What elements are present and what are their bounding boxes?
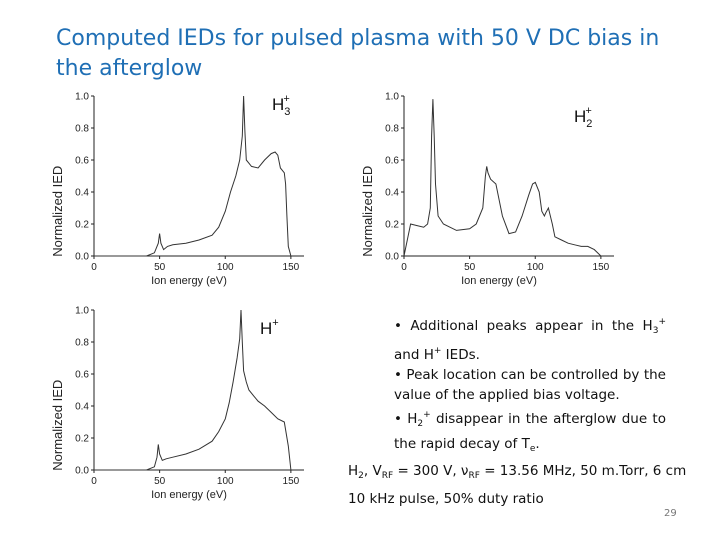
bullet-text-part: disappear in the afterglow due to the ra… [394, 411, 666, 452]
conditions-part: , V [363, 463, 382, 479]
y-axis-label: Normalized IED [50, 380, 65, 471]
bullet-item: • Additional peaks appear in the H3+ and… [394, 312, 666, 365]
y-tick-label: 0.4 [75, 402, 89, 413]
species-sup: + [283, 93, 289, 105]
slide-title: Computed IEDs for pulsed plasma with 50 … [56, 26, 660, 81]
bullet-text-part: + [658, 317, 666, 327]
x-tick-label: 150 [283, 262, 300, 273]
species-sup: + [585, 105, 591, 117]
bullet-text-part: • Additional peaks appear in the H [394, 318, 653, 334]
y-tick-label: 1.0 [75, 92, 89, 103]
ied-plot-h-svg: 0.0 0.2 0.4 0.6 0.8 1.0 0 50 100 150 Ion energy (e… [50, 306, 304, 501]
bullet-text-part: e [529, 444, 536, 454]
ied-plot-h3-svg: 0.0 0.2 0.4 0.6 0.8 1.0 0 50 100 150 Ion energy (e… [50, 92, 304, 287]
y-tick-label: 0.6 [75, 370, 89, 381]
bullet-list: • Additional peaks appear in the H3+ and… [394, 312, 666, 459]
y-axis-label: Normalized IED [50, 166, 65, 257]
ied-plot-h3: 0.0 0.2 0.4 0.6 0.8 1.0 0 50 100 150 Ion energy (e… [50, 88, 312, 296]
y-tick-label: 0.2 [75, 220, 89, 231]
x-axis-label: Ion energy (eV) [151, 489, 227, 501]
ied-series-line [94, 309, 292, 471]
bullet-text-part: 3 [652, 326, 659, 336]
y-tick-label: 0.2 [75, 434, 89, 445]
x-tick-label: 150 [593, 262, 610, 273]
bullet-text-part: • H [394, 411, 418, 427]
species-sub: 3 [284, 106, 290, 118]
species-label: H+ [260, 317, 279, 338]
y-tick-label: 0.0 [75, 466, 89, 477]
species-base: H [574, 107, 586, 126]
y-tick-label: 0.4 [75, 188, 89, 199]
y-axis-label: Normalized IED [360, 166, 375, 257]
x-tick-label: 150 [283, 476, 300, 487]
x-axis-label: Ion energy (eV) [151, 275, 227, 287]
conditions-text: H2, VRF = 300 V, νRF = 13.56 MHz, 50 m.T… [348, 460, 718, 511]
bullet-text-part: 2 [417, 419, 424, 429]
bullet-text-part: and H [394, 347, 434, 363]
x-tick-label: 0 [401, 262, 407, 273]
bullet-text-part: • Peak location can be controlled by the… [394, 367, 666, 403]
conditions-part: RF [381, 471, 394, 481]
x-tick-label: 0 [91, 476, 97, 487]
bullet-text-part: IEDs. [441, 347, 480, 363]
conditions-part: = 300 V, ν [393, 463, 469, 479]
y-tick-label: 0.4 [385, 188, 399, 199]
y-tick-label: 0.6 [385, 156, 399, 167]
species-label: H3+ [272, 93, 290, 118]
ied-plot-h2-svg: 0.0 0.2 0.4 0.6 0.8 1.0 0 50 100 150 Ion energy (e… [360, 92, 614, 287]
ied-plot-h: 0.0 0.2 0.4 0.6 0.8 1.0 0 50 100 150 Ion energy (e… [50, 302, 312, 510]
x-tick-label: 50 [154, 262, 166, 273]
page-number: 29 [664, 508, 677, 519]
x-tick-label: 100 [217, 476, 234, 487]
y-tick-label: 0.2 [385, 220, 399, 231]
species-base: H [260, 319, 272, 338]
y-tick-label: 1.0 [385, 92, 399, 103]
y-tick-label: 0.8 [385, 124, 399, 135]
ied-series-line [94, 95, 292, 257]
bullet-item: • Peak location can be controlled by the… [394, 365, 666, 405]
conditions-part: 2 [358, 471, 364, 481]
x-tick-label: 100 [217, 262, 234, 273]
y-tick-label: 0.0 [75, 252, 89, 263]
y-tick-label: 0.6 [75, 156, 89, 167]
conditions-part: RF [468, 471, 480, 481]
y-tick-label: 0.0 [385, 252, 399, 263]
bullet-item: • H2+ disappear in the afterglow due to … [394, 405, 666, 459]
x-tick-label: 50 [154, 476, 166, 487]
bullet-text-part: + [423, 410, 431, 420]
species-sup: + [272, 317, 278, 329]
x-axis-label: Ion energy (eV) [461, 275, 537, 287]
y-tick-label: 1.0 [75, 306, 89, 317]
y-tick-label: 0.8 [75, 338, 89, 349]
x-tick-label: 50 [464, 262, 476, 273]
y-tick-label: 0.8 [75, 124, 89, 135]
x-tick-label: 0 [91, 262, 97, 273]
conditions-part: H [348, 463, 359, 479]
bullet-text-part: . [535, 436, 540, 452]
species-label: H2+ [574, 105, 592, 130]
conditions-part: 10 kHz pulse, 50% duty ratio [348, 491, 544, 507]
species-base: H [272, 95, 284, 114]
bullet-text-part: + [433, 346, 442, 356]
x-tick-label: 100 [527, 262, 544, 273]
conditions-part: = 13.56 MHz, 50 m.Torr, 6 cm [479, 463, 687, 479]
ied-series-line [403, 99, 602, 257]
ied-plot-h2: 0.0 0.2 0.4 0.6 0.8 1.0 0 50 100 150 Ion energy (e… [360, 88, 622, 296]
species-sub: 2 [586, 118, 592, 130]
